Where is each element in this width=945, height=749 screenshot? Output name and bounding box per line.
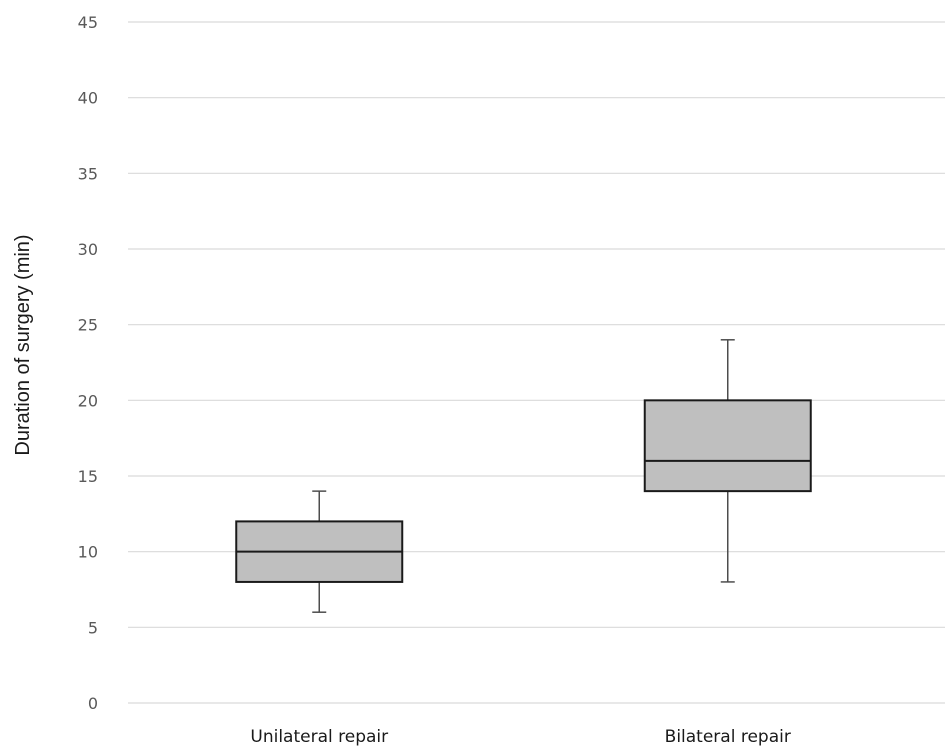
y-axis-title: Duration of surgery (min) [12, 234, 34, 455]
y-tick-label: 35 [78, 164, 98, 183]
gridlines [128, 21, 945, 704]
y-tick-label: 45 [78, 13, 98, 32]
y-tick-label: 20 [78, 391, 98, 410]
y-tick-label: 30 [78, 240, 98, 259]
x-category-label: Bilateral repair [665, 727, 791, 747]
y-tick-label: 15 [78, 467, 98, 486]
box-2 [643, 339, 812, 583]
y-tick-label: 5 [88, 618, 98, 637]
x-category-label: Unilateral repair [250, 727, 388, 747]
box-1 [235, 490, 404, 613]
y-tick-label: 25 [78, 316, 98, 335]
y-axis-ticks: 0 5 10 15 20 25 30 35 40 45 [78, 13, 98, 713]
y-tick-label: 40 [78, 89, 98, 108]
y-tick-label: 0 [88, 694, 98, 713]
x-axis-categories: Unilateral repair Bilateral repair [250, 727, 790, 747]
y-tick-label: 10 [78, 543, 98, 562]
boxes [235, 339, 812, 613]
iqr-box [643, 399, 812, 493]
